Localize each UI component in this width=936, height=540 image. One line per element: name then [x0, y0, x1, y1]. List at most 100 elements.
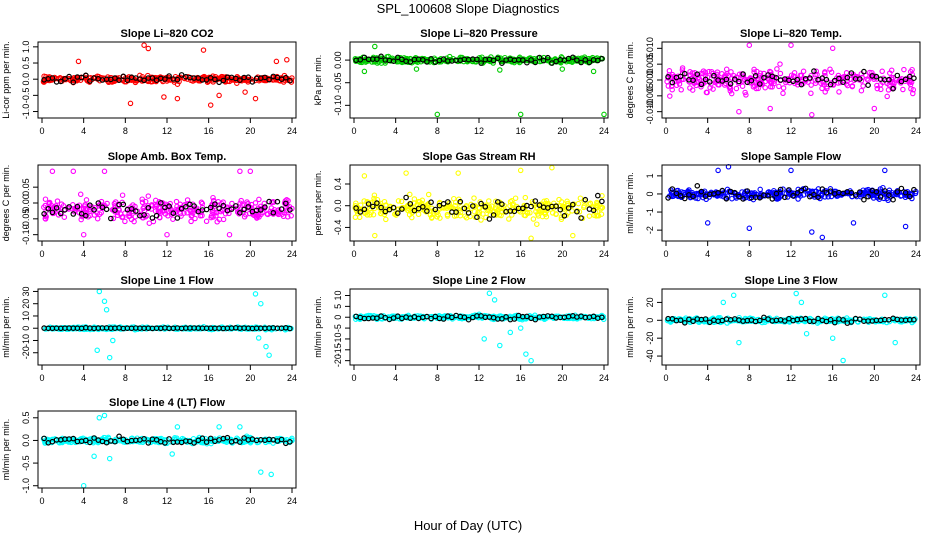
reference-point [565, 205, 572, 211]
reference-point [719, 187, 726, 194]
y-tick-label: -2 [645, 226, 655, 234]
reference-point [765, 193, 771, 199]
data-point [150, 218, 157, 225]
data-point-outlier [216, 424, 222, 430]
reference-point [873, 189, 880, 195]
reference-point [220, 202, 227, 209]
reference-point [599, 314, 605, 321]
reference-point [694, 183, 701, 189]
data-point-outlier [736, 339, 742, 346]
reference-point [561, 213, 568, 219]
chart-title: Slope Li–820 CO2 [121, 28, 214, 40]
data-point [453, 207, 460, 213]
y-tick-label: -1.0 [21, 478, 31, 494]
reference-point [66, 204, 72, 210]
data-point-outlier [403, 170, 409, 176]
data-point-outlier [809, 112, 815, 118]
reference-point [599, 198, 605, 205]
data-point [733, 85, 740, 92]
data-point [704, 89, 710, 96]
reference-point [170, 210, 177, 217]
reference-point [702, 316, 709, 322]
reference-point [390, 58, 397, 65]
x-tick-label: 0 [663, 249, 668, 259]
data-point-outlier [268, 471, 274, 478]
x-tick-label: 20 [557, 373, 567, 383]
data-point [112, 199, 119, 205]
chart-panel: Slope Line 4 (LT) Flow ml/min per min. 0 4 8… [1, 397, 297, 506]
reference-point [428, 199, 434, 206]
y-axis-label: ml/min per min. [313, 296, 323, 358]
data-point [728, 69, 734, 75]
chart-panel: Slope Sample Flow ml/min per min. 0 4 8 12 16 2… [625, 151, 921, 259]
reference-point [49, 75, 56, 81]
data-point [679, 67, 686, 73]
reference-point [278, 206, 285, 212]
reference-point [582, 56, 589, 63]
data-point [800, 68, 807, 75]
x-tick-label: 24 [287, 126, 297, 136]
reference-point [777, 186, 784, 193]
data-point [702, 69, 709, 76]
data-point [255, 212, 262, 218]
data-point [529, 198, 536, 205]
reference-point [399, 206, 405, 212]
data-point [374, 196, 381, 203]
reference-point [553, 203, 559, 210]
data-point-outlier [882, 167, 888, 174]
data-point [472, 203, 478, 209]
reference-point [798, 187, 805, 194]
data-point [419, 197, 426, 204]
data-point [55, 325, 62, 331]
data-point [539, 207, 546, 214]
chart-title: Slope Amb. Box Temp. [108, 151, 227, 163]
reference-point [141, 77, 147, 84]
data-point [512, 195, 519, 201]
x-tick-label: 0 [39, 126, 44, 136]
data-point [54, 198, 61, 204]
reference-point [669, 186, 676, 192]
reference-point [798, 81, 805, 88]
reference-point [902, 76, 909, 83]
data-point-outlier [101, 298, 108, 305]
reference-point [852, 192, 859, 198]
data-point [411, 200, 417, 206]
data-point [762, 84, 768, 91]
data-point-outlier [207, 102, 214, 108]
data-point [678, 76, 685, 83]
data-points [664, 42, 917, 118]
data-point [745, 190, 751, 197]
y-axis-label: ml/min per min. [1, 419, 11, 481]
data-point [707, 84, 713, 91]
reference-point [665, 195, 671, 201]
chart-panel: Slope Line 2 Flow ml/min per min. 0 4 8 12 16 2… [313, 275, 609, 383]
y-tick-label: 0 [21, 326, 31, 331]
reference-point [748, 77, 755, 84]
reference-point [578, 215, 584, 221]
x-tick-label: 20 [245, 373, 255, 383]
reference-point [856, 189, 863, 195]
data-point-outlier [361, 68, 368, 75]
reference-point [690, 193, 696, 200]
x-tick-label: 16 [828, 249, 838, 259]
data-point-outlier [788, 42, 794, 48]
reference-point [282, 74, 289, 81]
y-tick-label: -20 [21, 346, 31, 359]
reference-point [453, 209, 459, 215]
reference-point [41, 211, 47, 217]
chart-title: Slope Line 2 Flow [433, 275, 526, 287]
reference-point [827, 81, 834, 88]
reference-point [216, 205, 222, 212]
x-tick-label: 4 [705, 373, 710, 383]
chart-title: Slope Li–820 Pressure [420, 28, 537, 40]
data-point [741, 76, 747, 83]
data-point-outlier [80, 482, 87, 489]
chart-title: Slope Line 4 (LT) Flow [109, 397, 225, 409]
reference-point [162, 76, 168, 82]
x-tick-label: 0 [39, 496, 44, 506]
data-point-outlier [746, 42, 753, 48]
reference-point [145, 205, 152, 211]
reference-point [66, 73, 72, 80]
data-point [208, 213, 215, 219]
reference-point [120, 73, 127, 80]
